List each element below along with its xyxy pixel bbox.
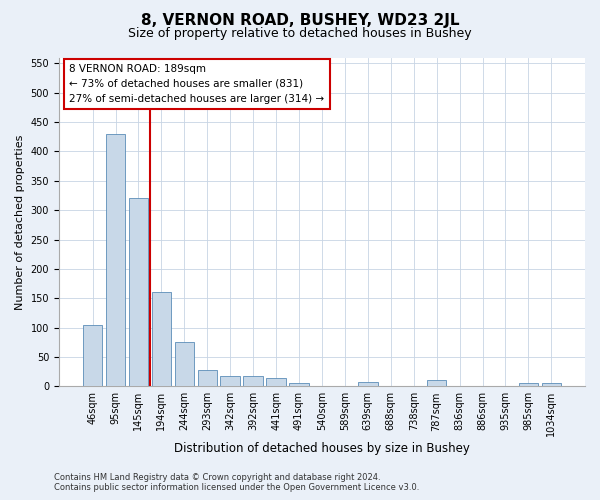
Bar [542, 384, 561, 386]
Bar [289, 384, 309, 386]
Bar [106, 134, 125, 386]
X-axis label: Distribution of detached houses by size in Bushey: Distribution of detached houses by size … [174, 442, 470, 455]
Text: 8, VERNON ROAD, BUSHEY, WD23 2JL: 8, VERNON ROAD, BUSHEY, WD23 2JL [141, 12, 459, 28]
Text: 8 VERNON ROAD: 189sqm
← 73% of detached houses are smaller (831)
27% of semi-det: 8 VERNON ROAD: 189sqm ← 73% of detached … [70, 64, 325, 104]
Bar [175, 342, 194, 386]
Bar [152, 292, 171, 386]
Bar [220, 376, 240, 386]
Text: Contains HM Land Registry data © Crown copyright and database right 2024.
Contai: Contains HM Land Registry data © Crown c… [54, 473, 419, 492]
Bar [518, 384, 538, 386]
Bar [244, 376, 263, 386]
Bar [427, 380, 446, 386]
Bar [358, 382, 377, 386]
Y-axis label: Number of detached properties: Number of detached properties [15, 134, 25, 310]
Bar [128, 198, 148, 386]
Bar [266, 378, 286, 386]
Bar [83, 324, 103, 386]
Text: Size of property relative to detached houses in Bushey: Size of property relative to detached ho… [128, 28, 472, 40]
Bar [197, 370, 217, 386]
